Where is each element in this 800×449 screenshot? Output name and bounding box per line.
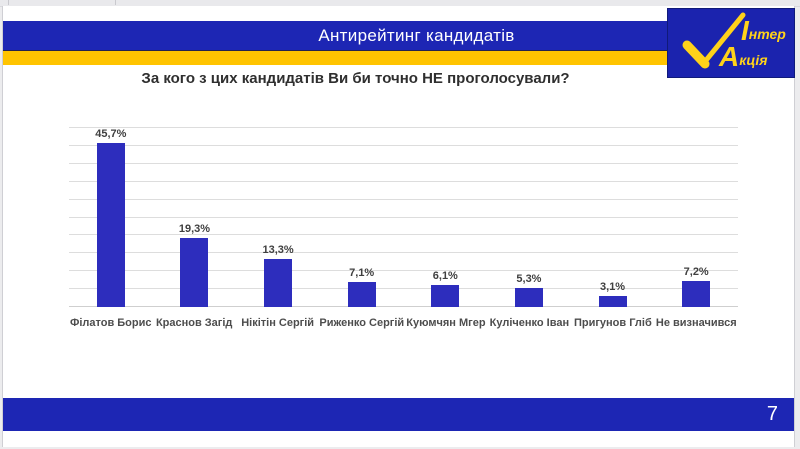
gridline [69,144,738,146]
bar-column: 3,1% [571,128,655,307]
bar-value-label: 5,3% [516,273,542,286]
chart-question: За кого з цих кандидатів Ви би точно НЕ … [141,70,570,87]
gridline [69,127,738,128]
check-icon [682,12,746,69]
chart-x-labels: Філатов Борис Краснов Загід Нікітін Сергій… [69,313,738,329]
gridline [69,306,738,307]
bar-value-label: 45,7% [95,128,127,141]
bar-column: 45,7% [69,128,153,307]
bar-column: 13,3% [236,128,320,307]
x-axis-label: Краснов Загід [155,317,233,329]
bar-column: 6,1% [404,128,488,307]
chart-plot: 45,7% 19,3% 13,3% 7,1% 6,1% 5,3% 3,1% 7,2% [69,127,738,307]
x-axis-label: Пригунов Гліб [573,317,652,329]
bar-1 [96,143,125,307]
gridline [69,234,738,236]
bar-column: 7,1% [320,128,404,307]
x-axis-label: Риженко Сергій [319,317,405,329]
gridline [69,162,738,164]
bar-7 [598,295,627,307]
bar-value-label: 13,3% [262,244,294,257]
presentation-slide: Антирейтинг кандидатів Інтер Акція За ко… [2,6,795,447]
x-axis-label: Нікітін Сергій [241,317,315,329]
bar-3 [264,259,293,307]
bar-value-label: 6,1% [432,270,458,283]
bar-6 [514,288,543,307]
x-axis-label: Не визначився [655,317,737,329]
gridline [69,270,738,272]
logo-line1: Інтер [741,15,786,46]
bar-value-label: 3,1% [600,280,626,293]
gridline [69,216,738,218]
slide-title: Антирейтинг кандидатів [318,26,515,45]
accent-stripe [3,51,668,65]
bar-column: 19,3% [153,128,237,307]
gridline [69,180,738,182]
gridline [69,198,738,200]
x-axis-label: Філатов Борис [69,317,152,329]
bar-column: 5,3% [487,128,571,307]
title-banner [3,21,668,51]
gridline [69,288,738,290]
logo-graphic: Інтер Акція [682,12,786,72]
frame-divider [115,0,116,5]
bar-5 [431,285,460,307]
bar-2 [180,237,209,307]
frame-divider [8,0,9,5]
bar-value-label: 19,3% [178,222,211,235]
company-logo: Інтер Акція [667,8,795,78]
bar-4 [347,281,376,307]
logo-line2: Акція [718,41,768,72]
bar-column: 7,2% [654,128,738,307]
x-axis-label: Куліченко Іван [489,317,570,329]
x-axis-label: Куюмчян Мгер [406,317,486,329]
gridline [69,252,738,254]
footer-bar: 7 [3,398,794,431]
bar-8 [682,281,711,307]
page-number: 7 [766,403,778,425]
bar-value-label: 7,2% [683,266,709,279]
bar-value-label: 7,1% [349,266,375,279]
